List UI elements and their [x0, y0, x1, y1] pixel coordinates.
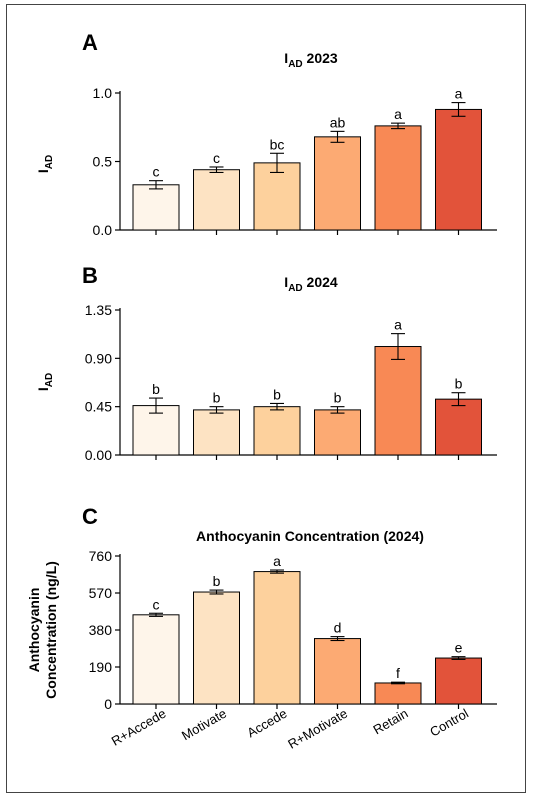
significance-letter: c	[153, 164, 160, 180]
x-tick-label: R+Motivate	[285, 706, 350, 752]
bar	[253, 571, 301, 705]
panel-c: C Anthocyanin Concentration (2024) Antho…	[26, 504, 497, 712]
bar	[253, 406, 301, 456]
panel-a: A IAD 2023 IAD 0.0 0.5 1.0 c c bc ab a a	[35, 30, 497, 238]
significance-letter: a	[394, 106, 402, 122]
significance-letter: b	[213, 573, 221, 589]
panel-a-plot: 0.0 0.5 1.0 c c bc ab a a	[93, 85, 497, 238]
significance-letter: b	[152, 381, 160, 397]
y-tick-label: 0.5	[93, 154, 113, 170]
significance-letter: b	[213, 390, 221, 406]
bar	[193, 169, 240, 231]
panel-b-title: IAD 2024	[284, 274, 338, 294]
bar	[374, 346, 422, 456]
bar	[132, 184, 180, 231]
bar	[132, 614, 180, 705]
significance-letter: c	[153, 596, 160, 612]
bar	[435, 398, 482, 456]
bar	[132, 405, 180, 456]
panel-b-plot: 0.00 0.45 0.90 1.35 b b b b a b	[85, 302, 497, 463]
panel-b: B IAD 2024 IAD 0.00 0.45 0.90 1.35 b b b b a b	[35, 263, 497, 463]
panel-c-plot: 0 190 380 570 760 c b a d f e	[89, 548, 497, 712]
y-tick-label: 0.45	[85, 399, 112, 415]
panel-b-letter: B	[82, 263, 98, 288]
bar	[193, 409, 240, 456]
significance-letter: e	[455, 640, 463, 656]
significance-letter: bc	[270, 136, 285, 152]
panel-c-title: Anthocyanin Concentration (2024)	[196, 528, 424, 544]
panel-a-letter: A	[82, 30, 98, 55]
y-tick-label: 0.90	[85, 350, 112, 366]
bar	[435, 657, 482, 705]
significance-letter: c	[213, 150, 220, 166]
y-tick-label: 380	[89, 622, 113, 638]
bar	[435, 108, 482, 231]
significance-letter: a	[394, 317, 402, 333]
significance-letter: a	[273, 553, 281, 569]
significance-letter: ab	[330, 114, 346, 130]
y-tick-label: 760	[89, 548, 113, 564]
bar	[314, 409, 361, 456]
y-tick-label: 0	[104, 696, 112, 712]
significance-letter: a	[455, 86, 463, 102]
panel-b-y-axis-label: IAD	[35, 373, 55, 391]
panel-a-title: IAD 2023	[284, 50, 338, 70]
panel-c-y-axis-label: AnthocyaninConcentration (ng/L)	[26, 561, 59, 699]
y-tick-label: 570	[89, 585, 113, 601]
y-tick-label: 190	[89, 659, 113, 675]
x-tick-label: Control	[427, 706, 471, 740]
bar	[374, 682, 422, 705]
y-tick-label: 0.00	[85, 447, 112, 463]
significance-letter: b	[273, 386, 281, 402]
significance-letter: b	[455, 376, 463, 392]
significance-letter: d	[334, 620, 342, 636]
x-tick-label: Retain	[370, 706, 410, 738]
bar	[314, 638, 361, 705]
x-tick-label: Motivate	[179, 706, 229, 744]
bar	[193, 591, 240, 705]
y-tick-label: 1.35	[85, 302, 112, 318]
bar	[374, 125, 422, 231]
y-tick-label: 0.0	[93, 222, 113, 238]
significance-letter: b	[334, 390, 342, 406]
panel-a-y-axis-label: IAD	[35, 155, 55, 173]
x-tick-label: R+Accede	[109, 706, 169, 749]
significance-letter: f	[396, 665, 400, 681]
x-tick-label: Accede	[244, 706, 289, 741]
bar	[253, 162, 301, 231]
y-tick-label: 1.0	[93, 85, 113, 101]
panel-c-letter: C	[82, 504, 98, 529]
bar	[314, 136, 361, 231]
